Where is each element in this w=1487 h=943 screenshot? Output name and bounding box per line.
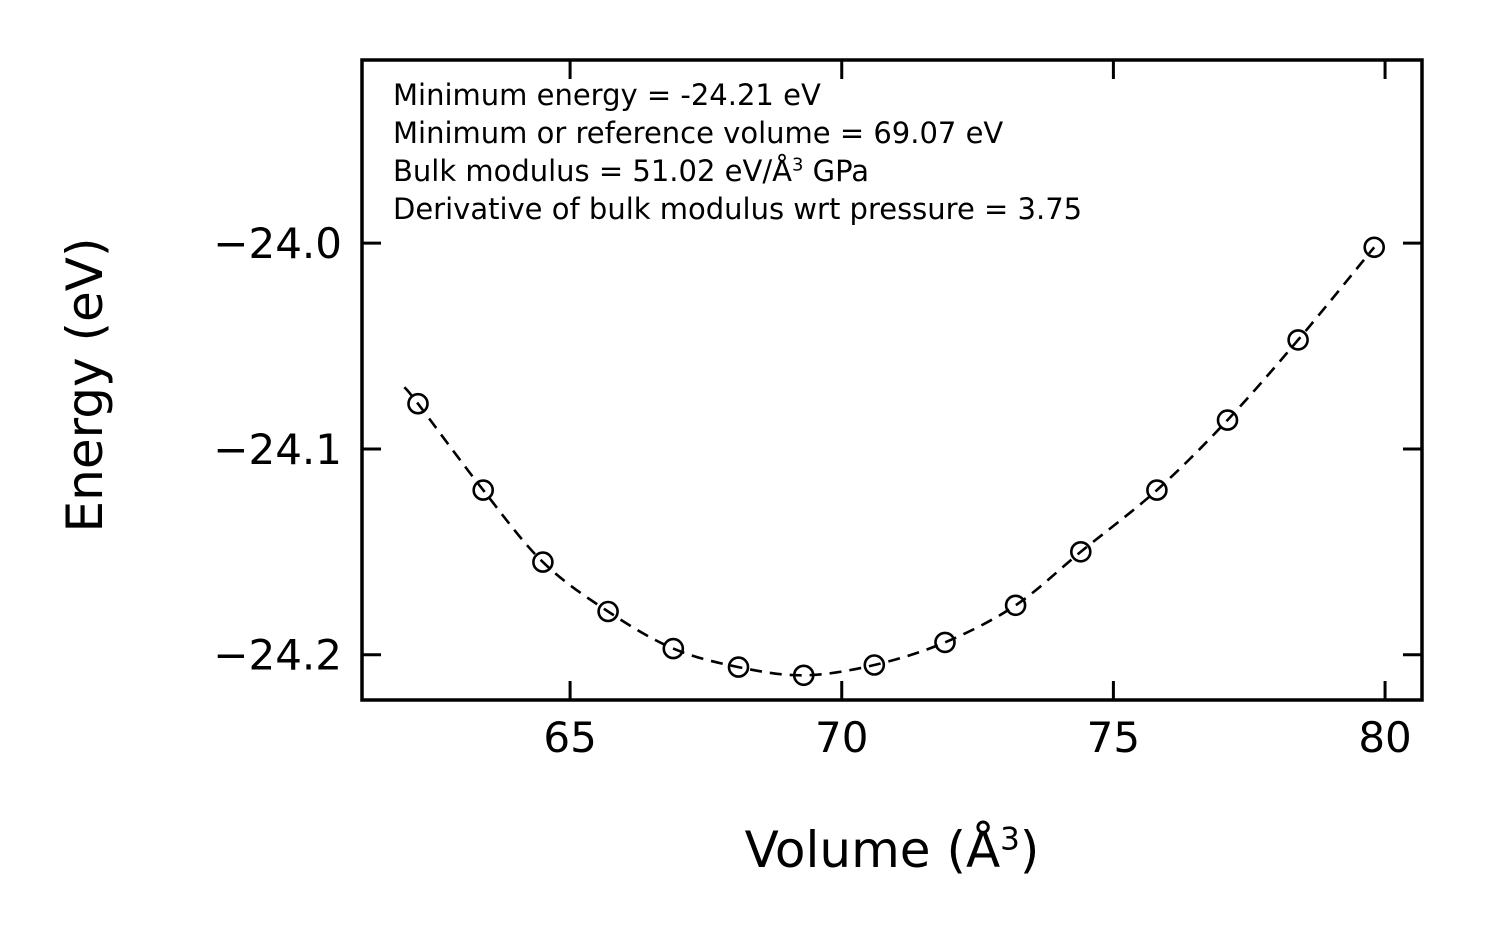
y-tick-label: −24.0	[213, 219, 342, 268]
data-point-marker	[1216, 409, 1239, 431]
data-point-marker	[407, 392, 429, 415]
x-axis-label-close: )	[1019, 821, 1040, 879]
y-tick-label: −24.1	[213, 425, 342, 474]
data-point-marker	[532, 551, 554, 573]
x-tick-label: 70	[815, 713, 868, 762]
data-point-marker	[1070, 540, 1092, 563]
eos-fit-line	[403, 246, 1376, 677]
data-point-marker	[662, 637, 685, 660]
y-axis-label: Energy (eV)	[56, 237, 114, 533]
x-axis-label: Volume (Å3)	[745, 821, 1040, 879]
data-point-marker	[1146, 479, 1168, 501]
annotation-bulk-modulus-unit: GPa	[803, 154, 870, 188]
annotation-bprime: Derivative of bulk modulus wrt pressure …	[393, 192, 1083, 226]
data-point-marker	[863, 654, 886, 676]
data-point-marker	[472, 479, 495, 501]
ticks	[362, 60, 1422, 700]
annotation-min-energy: Minimum energy = -24.21 eV	[393, 78, 821, 112]
fit-parameters-annotation: Minimum energy = -24.21 eV Minimum or re…	[393, 76, 1082, 228]
x-tick-label: 65	[543, 713, 596, 762]
data-point-marker	[792, 664, 815, 687]
data-point-marker	[727, 656, 750, 678]
annotation-bulk-modulus-sup: 3	[791, 154, 804, 176]
data-point-marker	[1004, 594, 1027, 617]
annotation-ref-volume: Minimum or reference volume = 69.07 eV	[393, 116, 1004, 150]
data-point-marker	[1363, 236, 1385, 259]
annotation-bulk-modulus: Bulk modulus = 51.02 eV/Å3 GPa	[393, 152, 1082, 190]
y-tick-label: −24.2	[213, 631, 342, 680]
axes-spines	[360, 58, 1424, 702]
x-tick-label: 80	[1358, 713, 1411, 762]
x-axis-label-sup: 3	[1000, 821, 1020, 858]
tick-labels: 65 70 75 80 −24.0 −24.1 −24.2	[213, 219, 1412, 762]
data-point-marker	[597, 600, 619, 623]
annotation-bulk-modulus-text: Bulk modulus = 51.02 eV/Å	[393, 154, 792, 188]
data-markers	[407, 236, 1385, 687]
data-point-marker	[934, 631, 956, 654]
x-tick-label: 75	[1087, 713, 1140, 762]
data-point-marker	[1287, 329, 1309, 351]
x-axis-label-text: Volume (Å	[744, 821, 1001, 879]
